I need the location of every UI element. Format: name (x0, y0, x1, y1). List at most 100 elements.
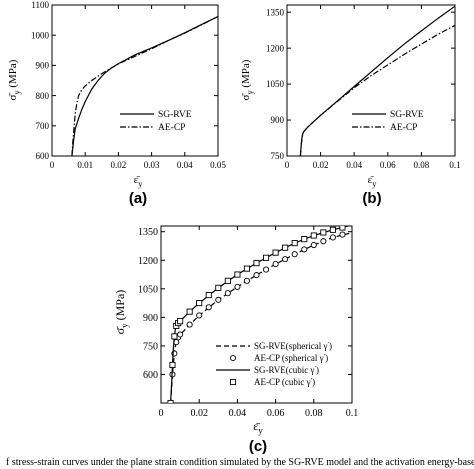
data-point-circle (196, 312, 203, 319)
data-point-circle (177, 331, 184, 338)
chart-panel-3: 0 0.02 0.04 0.06 0.08 0.1 600 750 900 1050 1200 135… (113, 225, 358, 455)
x-tick-label: 0.02 (313, 160, 329, 170)
data-point-square (169, 361, 176, 368)
y-axis-label: σ̄y (MPa) (113, 290, 130, 335)
figure-caption: f stress-strain curves under the plane s… (6, 457, 474, 468)
data-point-circle (186, 321, 193, 328)
data-point-square (196, 300, 203, 307)
data-point-square (320, 229, 327, 236)
legend: SG-RVE(spherical γ′) AE-CP (spherical γ′)… (216, 341, 332, 387)
y-axis-label: σ̄y (MPa) (240, 59, 254, 100)
x-tick-label: 0.08 (414, 160, 430, 170)
svg-text:ε̄y: ε̄y (134, 174, 144, 188)
data-point-square (329, 226, 336, 233)
plot-frame (160, 225, 353, 404)
data-point-square (215, 284, 222, 291)
y-tick-label: 750 (271, 151, 285, 161)
y-tick-label: 1350 (138, 227, 158, 238)
data-point-square (310, 232, 317, 239)
data-point-square (339, 226, 346, 231)
legend-label: AE-CP (390, 123, 417, 133)
x-axis-label: ε̄y (134, 174, 144, 188)
data-point-square (224, 277, 231, 284)
x-tick-label: 0 (159, 408, 164, 419)
x-tick-label: 0.08 (305, 408, 323, 419)
y-tick-label: 1050 (266, 79, 285, 89)
y-tick-label: 900 (143, 313, 158, 324)
data-point-square (253, 260, 260, 267)
panel-label: (b) (362, 190, 381, 207)
data-point-square (177, 318, 184, 325)
y-tick-label: 750 (143, 341, 158, 352)
y-tick-label: 1200 (266, 43, 285, 53)
data-point-circle (339, 231, 346, 238)
legend-label: SG-RVE (158, 110, 192, 120)
legend-marker-circle (229, 354, 237, 362)
x-tick-label: 0.04 (177, 160, 193, 170)
data-point-circle (253, 272, 260, 279)
x-tick-label: 0.06 (267, 408, 285, 419)
y-tick-label: 1000 (31, 30, 50, 40)
y-tick-label: 1050 (138, 284, 158, 295)
svg-text:σ̄y (MPa): σ̄y (MPa) (240, 59, 254, 100)
data-point-square (272, 249, 279, 256)
x-axis-label: ε̄y (368, 174, 378, 188)
y-tick-label: 900 (36, 61, 50, 71)
x-tick-label: 0.06 (380, 160, 396, 170)
series-group (299, 5, 455, 156)
svg-text:σ̄y (MPa): σ̄y (MPa) (7, 59, 21, 100)
y-tick-label: 700 (36, 121, 50, 131)
data-point-circle (301, 246, 308, 253)
plot-frame (286, 4, 456, 157)
data-point-circle (234, 283, 241, 290)
series-line-2 (71, 15, 218, 156)
data-point-square (243, 265, 251, 272)
y-tick-label: 1200 (138, 256, 158, 267)
panel-label: (a) (129, 190, 147, 207)
legend-label: SG-RVE(cubic γ′) (254, 365, 319, 375)
series-line-2 (299, 24, 455, 156)
x-tick-label: 0.1 (346, 408, 359, 419)
y-tick-label: 900 (271, 115, 285, 125)
data-point-square (186, 308, 193, 315)
data-point-circle (272, 261, 279, 268)
x-tick-label: 0 (50, 160, 55, 170)
svg-text:ε̄y: ε̄y (368, 174, 378, 188)
data-point-circle (282, 256, 289, 263)
legend-label: AE-CP (spherical γ′) (254, 353, 328, 363)
series-line-1 (299, 5, 455, 156)
svg-text:ε̄y: ε̄y (253, 419, 263, 436)
x-tick-label: 0.04 (229, 408, 247, 419)
legend-label: SG-RVE (390, 110, 424, 120)
svg-text:σ̄y (MPa): σ̄y (MPa) (113, 290, 130, 335)
data-point-square (301, 236, 308, 243)
data-point-circle (262, 266, 270, 273)
series-line-1 (71, 15, 218, 156)
data-point-circle (205, 304, 212, 311)
series-group (167, 226, 352, 403)
y-tick-label: 1100 (31, 0, 49, 10)
panel-label: (c) (249, 438, 267, 455)
x-tick-label: 0.05 (210, 160, 226, 170)
chart-panel-1: 0 0.01 0.02 0.03 0.04 0.05 600 700 800 900 1000 110… (7, 0, 226, 207)
y-tick-label: 600 (143, 370, 158, 381)
chart-panel-2: 0 0.02 0.04 0.06 0.08 0.1 750 900 1050 1200 1350 ε̄… (240, 4, 461, 207)
data-point-circle (291, 251, 298, 258)
data-point-square (291, 240, 298, 247)
data-point-circle (243, 277, 250, 284)
y-tick-label: 800 (36, 91, 50, 101)
x-tick-label: 0.1 (449, 160, 460, 170)
y-tick-label: 1350 (266, 7, 285, 17)
data-point-circle (320, 238, 327, 245)
x-tick-label: 0 (285, 160, 290, 170)
data-point-square (282, 244, 289, 251)
y-axis-label: σ̄y (MPa) (7, 59, 21, 100)
legend-marker-square (229, 378, 237, 386)
x-tick-label: 0.01 (77, 160, 93, 170)
data-point-square (234, 271, 241, 278)
data-point-circle (310, 241, 317, 249)
x-tick-label: 0.04 (346, 160, 362, 170)
data-point-square (171, 333, 178, 340)
legend: SG-RVE AE-CP (352, 110, 424, 133)
